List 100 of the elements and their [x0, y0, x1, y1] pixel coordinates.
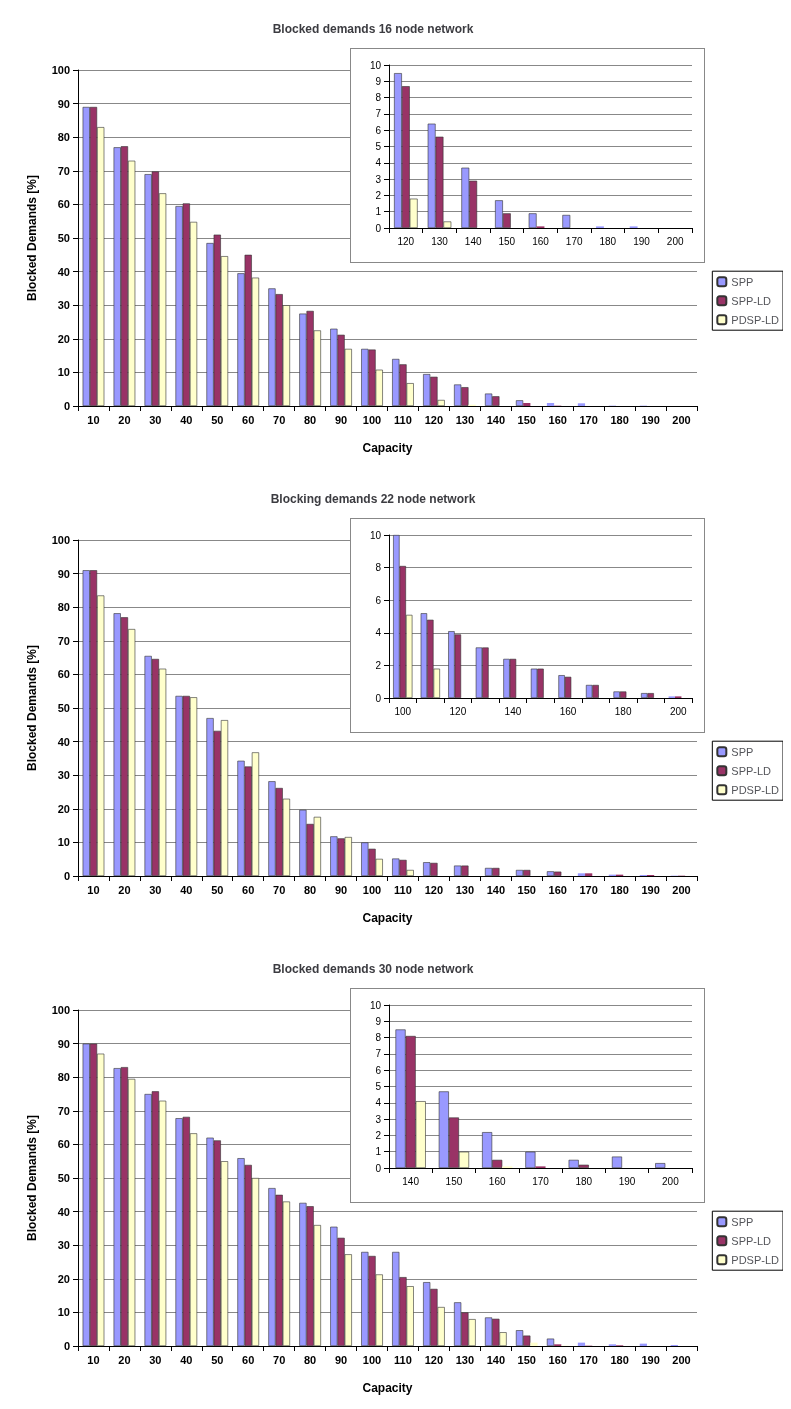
- x-axis-title: Capacity: [362, 441, 413, 455]
- x-tick-label: 30: [149, 413, 162, 426]
- y-tick-label: 100: [51, 534, 70, 546]
- x-tick-label: 50: [211, 413, 224, 426]
- y-tick-label: 80: [57, 131, 70, 144]
- y-tick-label: 9: [375, 1015, 382, 1027]
- x-tick-label: 100: [394, 705, 412, 717]
- x-tick-label: 140: [402, 1175, 420, 1187]
- x-tick-label: 160: [488, 1175, 506, 1187]
- x-tick-label: 160: [532, 235, 550, 247]
- x-tick-label: 70: [273, 413, 286, 426]
- y-tick-label: 8: [375, 1032, 382, 1044]
- y-tick-label: 100: [51, 64, 70, 76]
- x-tick-label: 190: [618, 1175, 636, 1187]
- y-tick-label: 8: [375, 92, 382, 104]
- legend-label: SPP-LD: [731, 294, 772, 307]
- y-axis-title: Blocked Demands [%]: [25, 644, 39, 772]
- y-tick-label: 6: [375, 594, 382, 606]
- x-tick-label: 200: [672, 413, 691, 426]
- y-tick-label: 5: [375, 1081, 382, 1092]
- y-tick-label: 0: [375, 222, 382, 234]
- y-tick-label: 70: [57, 1104, 70, 1117]
- y-tick-label: 90: [57, 97, 70, 110]
- x-tick-label: 30: [149, 883, 162, 896]
- x-tick-label: 20: [118, 1353, 131, 1366]
- x-tick-label: 130: [455, 413, 475, 426]
- x-tick-label: 10: [87, 1353, 100, 1366]
- x-tick-label: 90: [334, 883, 348, 896]
- x-tick-label: 120: [424, 1353, 444, 1366]
- y-tick-label: 30: [57, 299, 70, 312]
- y-tick-label: 40: [57, 735, 70, 748]
- y-tick-label: 4: [375, 1097, 382, 1109]
- x-tick-label: 170: [579, 1353, 598, 1366]
- y-tick-label: 10: [57, 366, 70, 379]
- x-tick-label: 150: [498, 235, 516, 247]
- y-tick-label: 4: [375, 157, 382, 169]
- x-tick-label: 110: [394, 413, 412, 426]
- x-tick-label: 200: [672, 883, 691, 896]
- y-tick-label: 60: [57, 198, 70, 211]
- y-tick-label: 20: [57, 802, 70, 815]
- y-tick-label: 10: [369, 59, 382, 71]
- x-tick-label: 160: [548, 883, 567, 896]
- y-tick-label: 10: [57, 1306, 70, 1319]
- x-tick-label: 190: [641, 1353, 660, 1366]
- y-tick-label: 0: [63, 870, 70, 882]
- y-tick-label: 10: [57, 836, 70, 849]
- bar: [585, 873, 593, 876]
- legend-label: SPP: [731, 745, 754, 758]
- y-tick-label: 0: [375, 1162, 382, 1174]
- x-tick-label: 160: [548, 1353, 567, 1366]
- x-tick-label: 140: [464, 235, 482, 247]
- x-tick-label: 40: [180, 413, 193, 426]
- bar: [655, 1163, 666, 1168]
- x-tick-label: 50: [211, 1353, 224, 1366]
- y-tick-label: 6: [375, 1064, 382, 1076]
- legend-label: PDSP-LD: [731, 1253, 780, 1266]
- bar: [515, 400, 524, 406]
- y-tick-label: 0: [375, 692, 382, 704]
- x-tick-label: 10: [87, 883, 100, 896]
- y-tick-label: 8: [375, 562, 382, 574]
- x-tick-label: 130: [455, 1353, 475, 1366]
- y-tick-label: 90: [57, 567, 70, 580]
- x-tick-label: 140: [486, 883, 505, 896]
- y-tick-label: 9: [375, 75, 382, 87]
- y-tick-label: 60: [57, 668, 70, 681]
- x-tick-label: 90: [334, 1353, 348, 1366]
- legend-label: SPP-LD: [731, 1234, 772, 1247]
- x-tick-label: 180: [610, 413, 629, 426]
- bar: [546, 1338, 555, 1346]
- bar: [577, 873, 586, 876]
- x-axis-title: Capacity: [362, 911, 413, 925]
- chart-title: Blocked demands 30 node network: [272, 962, 474, 976]
- legend-label: PDSP-LD: [731, 313, 780, 326]
- x-tick-label: 150: [445, 1175, 463, 1187]
- x-tick-label: 120: [424, 413, 444, 426]
- x-tick-label: 80: [304, 883, 317, 896]
- x-tick-label: 180: [610, 1353, 629, 1366]
- x-tick-label: 70: [273, 883, 286, 896]
- y-tick-label: 6: [375, 124, 382, 136]
- x-tick-label: 140: [504, 705, 522, 717]
- x-tick-label: 170: [579, 883, 598, 896]
- x-tick-label: 40: [180, 1353, 193, 1366]
- x-tick-label: 120: [424, 883, 444, 896]
- x-tick-label: 200: [669, 705, 688, 717]
- y-tick-label: 2: [375, 1129, 382, 1141]
- x-tick-label: 200: [666, 235, 684, 247]
- x-tick-label: 150: [517, 883, 536, 896]
- y-tick-label: 3: [375, 1113, 382, 1125]
- x-tick-label: 190: [641, 413, 660, 426]
- y-tick-label: 5: [375, 141, 382, 152]
- y-tick-label: 1: [375, 1146, 382, 1158]
- legend-label: SPP: [731, 1215, 754, 1228]
- y-tick-label: 20: [57, 332, 70, 345]
- bar: [530, 1342, 538, 1346]
- bar: [577, 403, 586, 406]
- y-tick-label: 0: [63, 400, 70, 412]
- x-tick-label: 10: [87, 413, 100, 426]
- x-tick-label: 60: [242, 413, 255, 426]
- x-tick-label: 110: [394, 1353, 412, 1366]
- x-tick-label: 110: [394, 883, 412, 896]
